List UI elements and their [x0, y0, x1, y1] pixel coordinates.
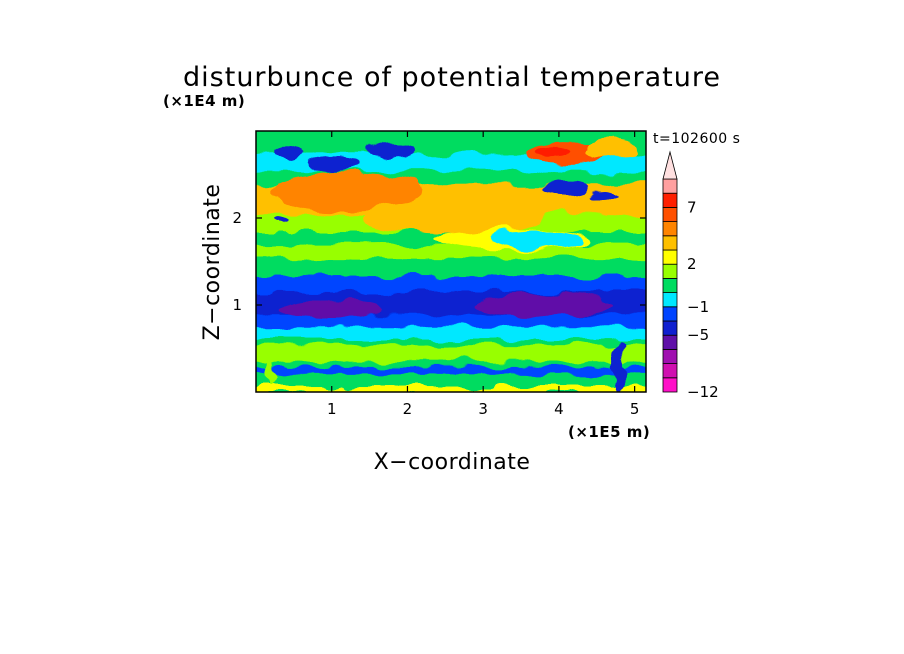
contour-cell [490, 231, 582, 249]
colorbar-swatch [662, 334, 678, 350]
contour-band [256, 359, 646, 367]
contour-cell [309, 158, 355, 173]
y-tick-label: 1 [232, 296, 242, 314]
colorbar-swatch [662, 178, 678, 194]
y-unit-label: (×1E4 m) [163, 92, 245, 110]
colorbar-tick-label: −1 [687, 298, 709, 316]
contour-cell [267, 352, 275, 388]
contour-cell [274, 218, 291, 226]
contour-cell [272, 145, 300, 160]
colorbar-swatch [662, 306, 678, 322]
colorbar-swatch [662, 320, 678, 336]
contour-band [256, 337, 646, 346]
contour-band [256, 384, 646, 392]
x-tick-label: 5 [630, 400, 640, 418]
colorbar-tick-label: −5 [687, 326, 709, 344]
plot-frame [255, 130, 647, 393]
contour-cell [589, 191, 620, 202]
time-label: t=102600 s [653, 131, 740, 147]
colorbar-swatch [662, 277, 678, 293]
contour-band [256, 371, 646, 387]
colorbar-swatch [662, 235, 678, 251]
contour-cell [365, 142, 419, 158]
contour-band [256, 364, 646, 374]
contour-cell [278, 300, 385, 319]
colorbar-swatch [662, 377, 678, 393]
colorbar-tick-label: 7 [687, 198, 697, 216]
contour-cell [271, 172, 423, 212]
colorbar: −12−5−127 [662, 150, 719, 401]
x-tick-label: 3 [478, 400, 488, 418]
contour-band [256, 273, 646, 293]
y-axis-ticks: 12 [232, 209, 646, 314]
colorbar-swatch [662, 192, 678, 208]
colorbar-tick-label: 2 [687, 255, 697, 273]
contour-band [256, 256, 646, 276]
colorbar-swatch [662, 206, 678, 222]
contour-cell [613, 339, 626, 392]
chart-title: disturbunce of potential temperature [183, 62, 721, 93]
x-axis-label: X−coordinate [374, 450, 531, 475]
colorbar-swatch [662, 221, 678, 237]
contour-cell [532, 145, 571, 160]
colorbar-swatch [662, 363, 678, 379]
x-tick-label: 4 [554, 400, 564, 418]
colorbar-swatch [662, 263, 678, 279]
contour-band [256, 343, 646, 362]
contour-cell [362, 202, 544, 234]
colorbar-swatch [662, 348, 678, 364]
contour-cell [543, 181, 590, 194]
colorbar-swatch [662, 249, 678, 265]
x-tick-label: 2 [403, 400, 413, 418]
colorbar-extend-triangle [662, 150, 678, 180]
x-unit-label: (×1E5 m) [568, 423, 650, 441]
colorbar-swatch [662, 292, 678, 308]
contour-plot-area [256, 131, 646, 392]
x-axis-ticks: 1 2 3 4 5 [327, 131, 639, 418]
colorbar-tick-label: −12 [687, 383, 719, 401]
contour-cell [475, 293, 612, 317]
y-tick-label: 2 [232, 209, 242, 227]
contour-cell [585, 137, 639, 159]
contour-band [256, 325, 646, 340]
y-axis-label: Z−coordinate [200, 184, 225, 341]
x-tick-label: 1 [327, 400, 337, 418]
